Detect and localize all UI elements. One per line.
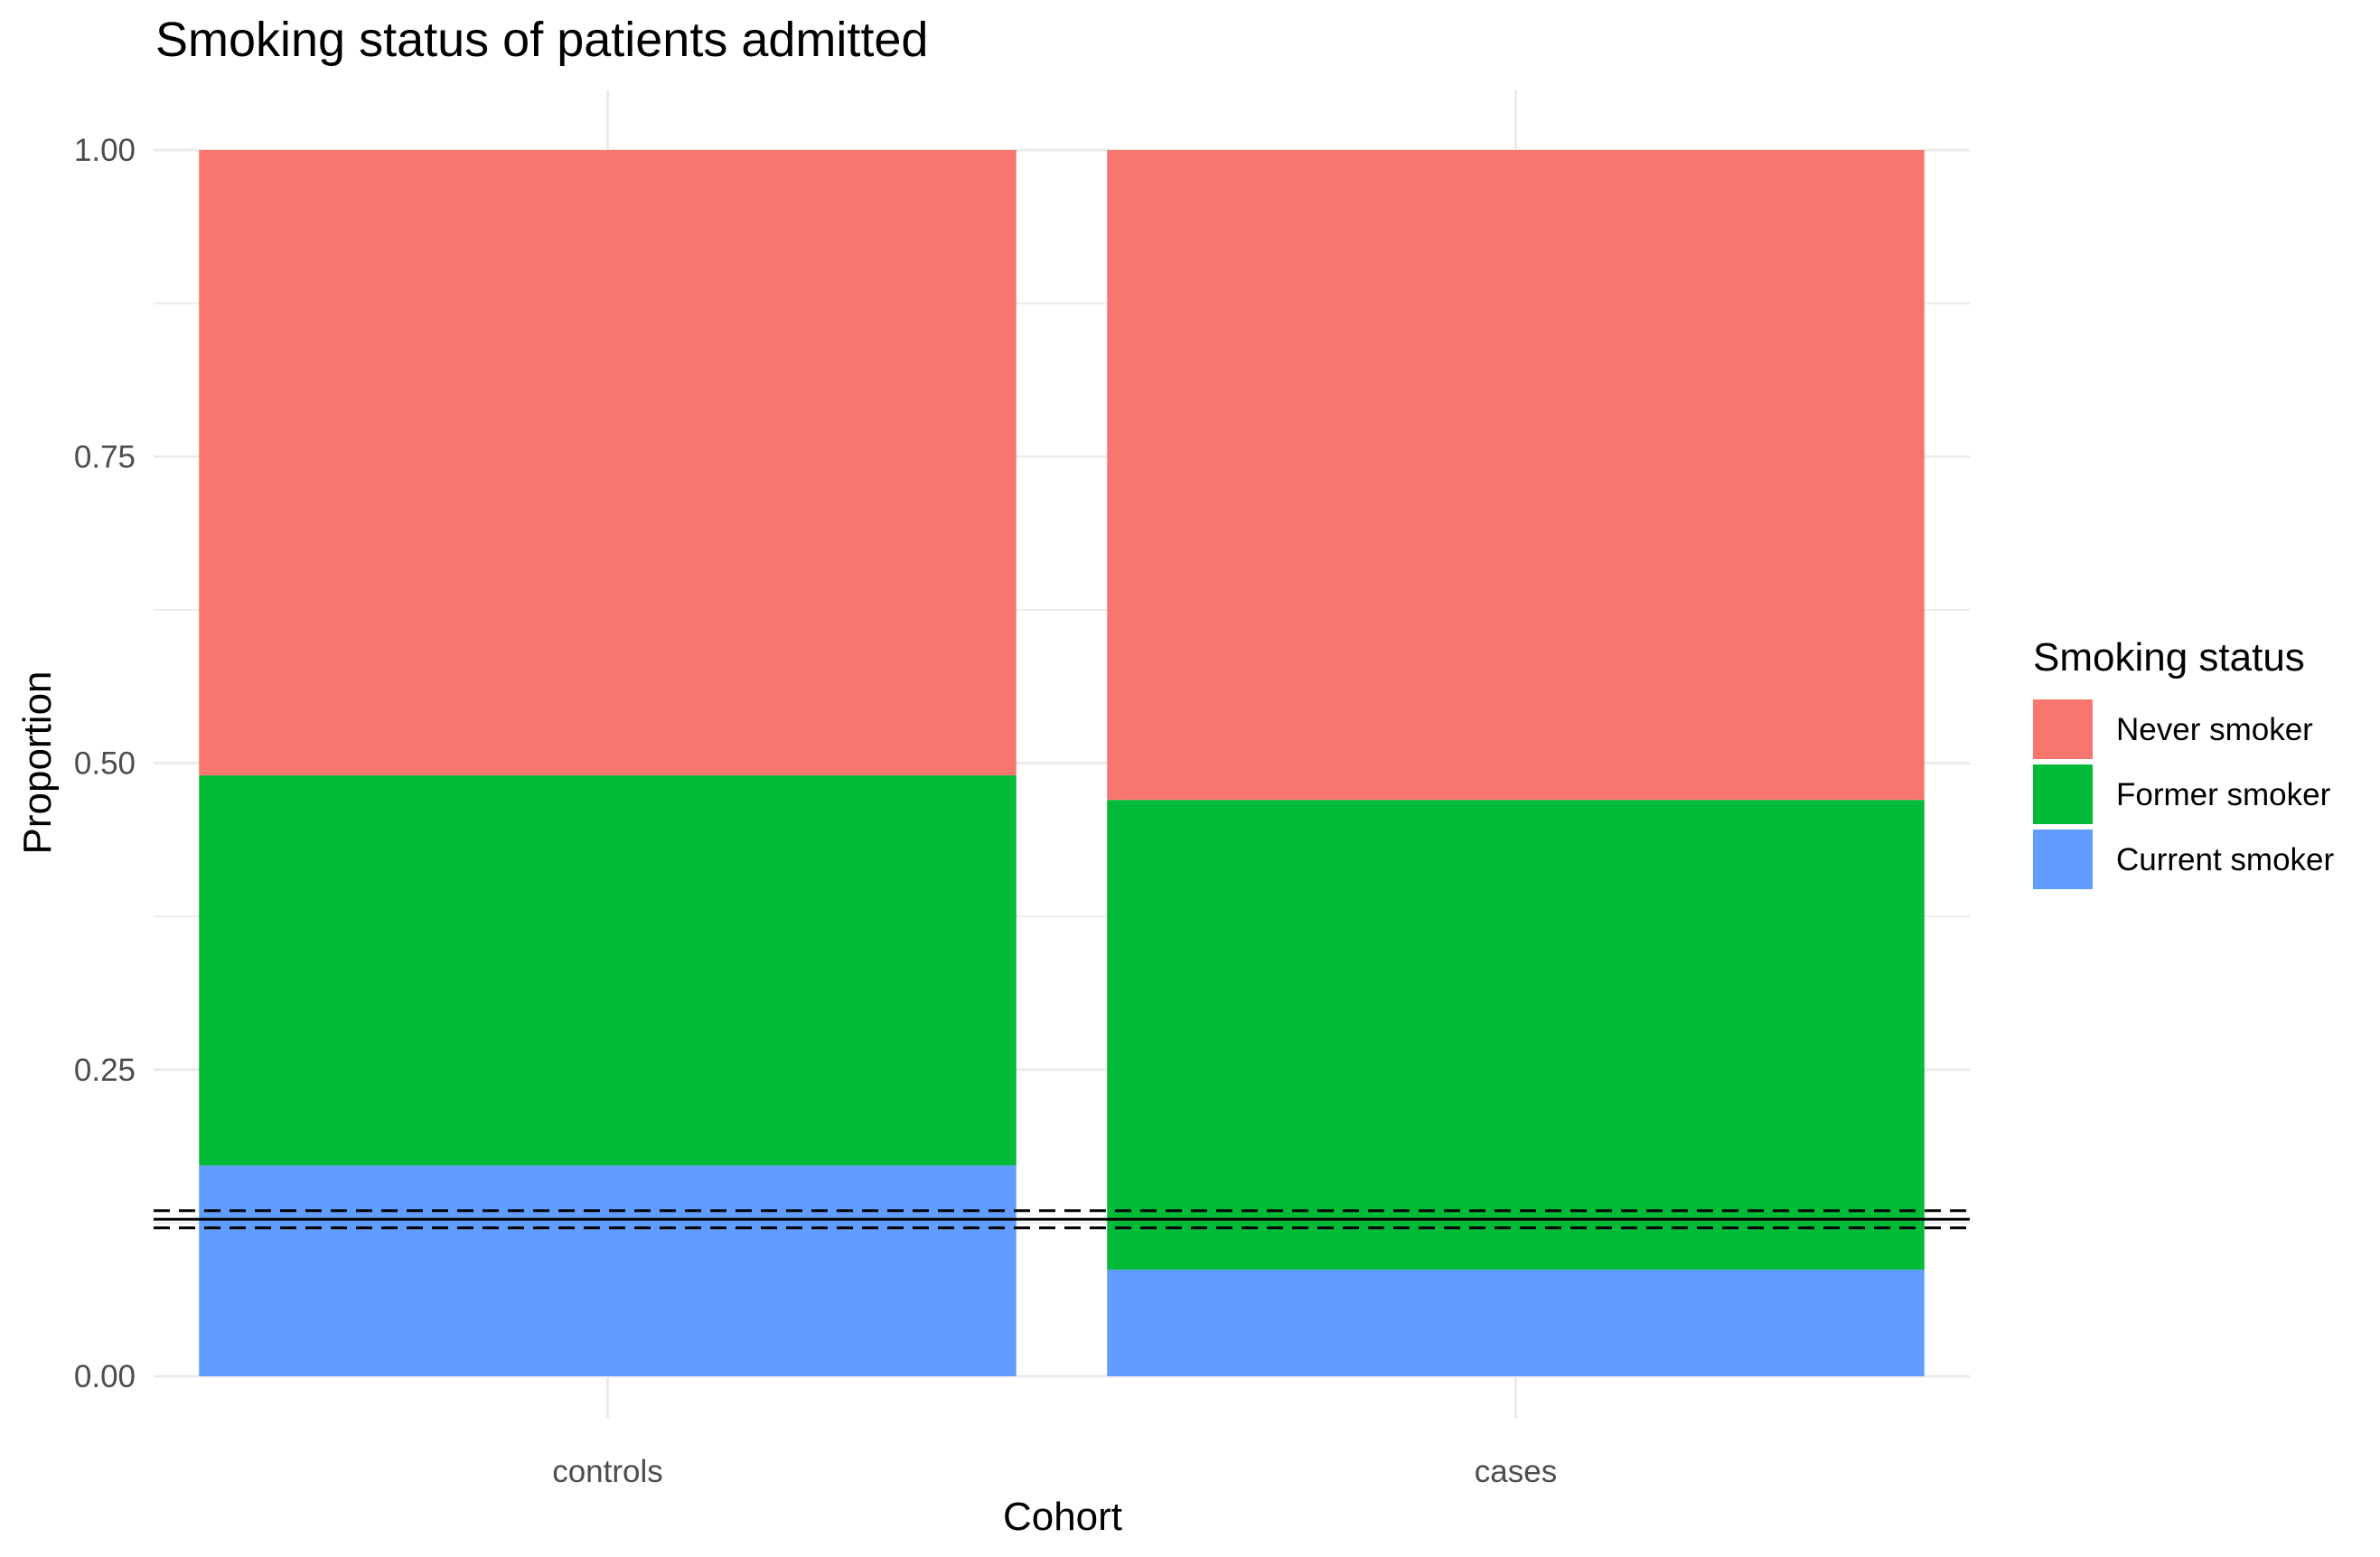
y-tick-label: 1.00 xyxy=(74,133,136,168)
reference-lines-layer xyxy=(154,1209,1970,1230)
chart-title: Smoking status of patients admitted xyxy=(155,13,928,67)
legend-title: Smoking status xyxy=(2033,635,2305,680)
bar-controls-former-smoker xyxy=(199,775,1017,1166)
legend-label-never-smoker: Never smoker xyxy=(2116,712,2313,747)
x-axis-ticks: controls cases xyxy=(552,1454,1557,1489)
x-axis-title: Cohort xyxy=(1003,1495,1122,1539)
bar-controls-current-smoker xyxy=(199,1165,1017,1376)
x-tick-label-cases: cases xyxy=(1475,1454,1557,1489)
y-tick-label: 0.50 xyxy=(74,746,136,782)
bar-cases-current-smoker xyxy=(1107,1269,1925,1376)
bar-cases-never-smoker xyxy=(1107,150,1925,801)
y-tick-label: 0.00 xyxy=(74,1359,136,1394)
legend-items: Never smoker Former smoker Current smoker xyxy=(2033,699,2335,889)
bar-controls-never-smoker xyxy=(199,150,1017,776)
legend: Smoking status Never smoker Former smoker… xyxy=(2033,635,2335,889)
bars-layer xyxy=(199,150,1925,1376)
legend-key-former-smoker xyxy=(2033,764,2093,824)
y-tick-label: 0.25 xyxy=(74,1053,136,1088)
y-axis-title: Proportion xyxy=(15,671,60,854)
y-axis-ticks: 0.00 0.25 0.50 0.75 1.00 xyxy=(74,133,136,1394)
x-tick-label-controls: controls xyxy=(552,1454,663,1489)
bar-cases-former-smoker xyxy=(1107,800,1925,1270)
legend-key-never-smoker xyxy=(2033,699,2093,759)
legend-label-current-smoker: Current smoker xyxy=(2116,842,2335,877)
legend-label-former-smoker: Former smoker xyxy=(2116,777,2331,812)
legend-key-current-smoker xyxy=(2033,830,2093,889)
y-tick-label: 0.75 xyxy=(74,439,136,474)
